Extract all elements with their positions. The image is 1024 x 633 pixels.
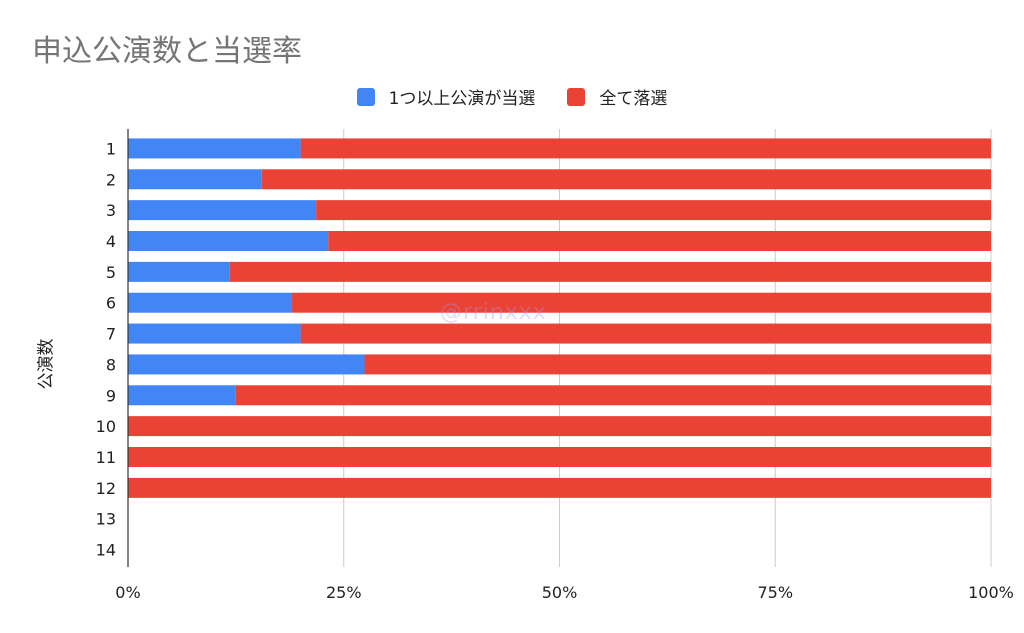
x-tick-label: 0% bbox=[115, 583, 140, 602]
y-tick-label: 4 bbox=[106, 232, 116, 251]
y-tick-label: 10 bbox=[96, 417, 116, 436]
y-tick-label: 12 bbox=[96, 479, 116, 498]
bar-lost bbox=[328, 231, 991, 251]
y-tick-label: 1 bbox=[106, 139, 116, 158]
bar-won bbox=[128, 200, 317, 221]
bar-lost bbox=[300, 138, 992, 159]
bar-won bbox=[128, 323, 301, 344]
bar-won bbox=[128, 292, 292, 313]
bar-won bbox=[128, 169, 262, 190]
bar-lost bbox=[128, 416, 991, 437]
bar-lost bbox=[229, 261, 992, 282]
bar-won bbox=[128, 261, 230, 282]
y-tick-label: 6 bbox=[106, 294, 116, 313]
bar-won bbox=[128, 385, 236, 406]
y-tick-label: 5 bbox=[106, 263, 116, 282]
bar-won bbox=[128, 138, 301, 159]
y-tick-label: 2 bbox=[106, 170, 116, 189]
bar-lost bbox=[235, 385, 991, 406]
bar-won bbox=[128, 231, 329, 251]
y-tick-label: 9 bbox=[106, 386, 116, 405]
bar-lost bbox=[316, 200, 991, 221]
y-tick-label: 3 bbox=[106, 201, 116, 220]
y-tick-label: 8 bbox=[106, 355, 116, 374]
watermark-text: @rrinxxx bbox=[440, 300, 547, 325]
bar-lost bbox=[291, 292, 992, 313]
bar-lost bbox=[261, 169, 991, 190]
legend: 1つ以上公演が当選 全て落選 bbox=[0, 84, 1024, 109]
legend-label-lost: 全て落選 bbox=[599, 89, 668, 109]
legend-label-won: 1つ以上公演が当選 bbox=[388, 89, 536, 109]
x-tick-label: 50% bbox=[542, 583, 578, 602]
bar-won bbox=[128, 354, 365, 375]
bar-lost bbox=[128, 477, 991, 498]
y-tick-label: 13 bbox=[96, 510, 116, 529]
legend-item-won: 1つ以上公演が当選 bbox=[356, 84, 536, 109]
bar-lost bbox=[128, 447, 991, 467]
x-tick-label: 75% bbox=[757, 583, 793, 602]
y-tick-label: 14 bbox=[96, 541, 116, 560]
y-tick-label: 7 bbox=[106, 325, 116, 344]
bar-lost bbox=[300, 323, 992, 344]
chart-title: 申込公演数と当選率 bbox=[32, 34, 302, 69]
x-tick-label: 25% bbox=[326, 583, 362, 602]
y-tick-label: 11 bbox=[96, 448, 116, 467]
x-tick-label: 100% bbox=[968, 583, 1014, 602]
legend-swatch-won bbox=[356, 87, 375, 106]
bar-lost bbox=[364, 354, 991, 375]
legend-item-lost: 全て落選 bbox=[567, 84, 667, 109]
legend-swatch-lost bbox=[567, 87, 586, 106]
